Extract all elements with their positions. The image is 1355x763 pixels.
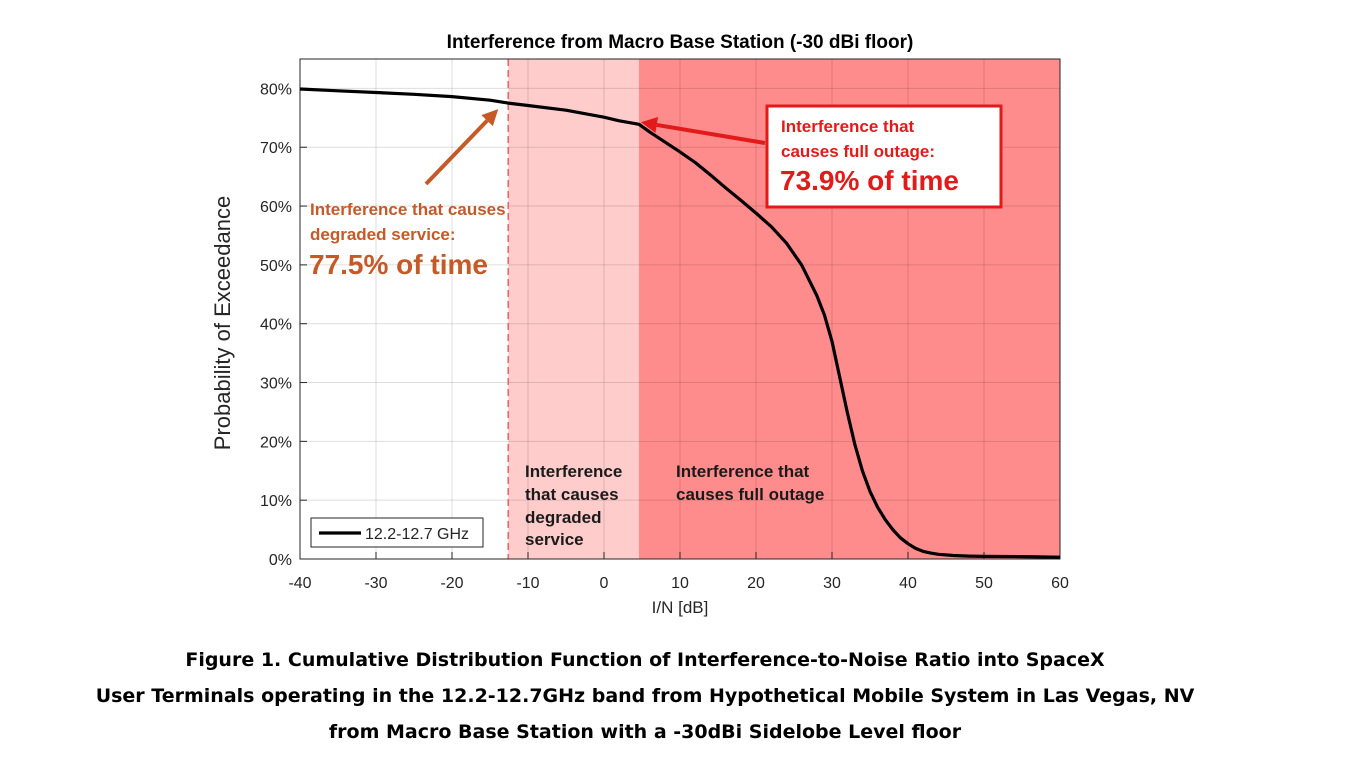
- caption-line-2: User Terminals operating in the 12.2-12.…: [95, 685, 1195, 707]
- x-tick-labels: -40 -30 -20 -10 0 10 20 30 40 50 60: [288, 552, 1069, 592]
- x-tick-label: 60: [1051, 575, 1069, 592]
- series-line-12-2-12-7-ghz: [299, 87, 1061, 559]
- annotation-outage-box: [765, 104, 1003, 209]
- x-tick-label: 40: [899, 575, 917, 592]
- y-tick-label: 0%: [269, 552, 292, 569]
- y-tick-label: 40%: [260, 317, 292, 334]
- legend-label: 12.2-12.7 GHz: [365, 526, 469, 543]
- y-tick-label: 10%: [260, 493, 292, 510]
- caption-line-1: Figure 1. Cumulative Distribution Functi…: [185, 649, 1105, 671]
- annotation-outage-value: 73.9% of time: [780, 165, 959, 196]
- annotation-outage-line1: Interference that: [781, 117, 915, 136]
- region-degraded: [508, 59, 639, 559]
- y-tick-label: 50%: [260, 258, 292, 275]
- region-label-degraded-1: Interference: [525, 462, 622, 481]
- annotation-degraded-arrow: [424, 109, 499, 186]
- region-labels: Interference that causes degraded servic…: [525, 462, 824, 549]
- arrow-shaft: [656, 122, 766, 145]
- figure-caption: Figure 1. Cumulative Distribution Functi…: [0, 642, 1290, 750]
- y-tick-label: 70%: [260, 140, 292, 157]
- x-tick-label: -30: [364, 575, 387, 592]
- region-label-degraded-2: that causes: [525, 485, 619, 504]
- region-label-outage-1: Interference that: [676, 462, 810, 481]
- y-tick-labels: 0% 10% 20% 30% 40% 50% 60% 70% 80%: [260, 81, 307, 569]
- x-tick-label: 50: [975, 575, 993, 592]
- x-tick-label: 0: [600, 575, 609, 592]
- y-tick-label: 80%: [260, 81, 292, 98]
- region-label-outage-2: causes full outage: [676, 485, 824, 504]
- annotation-degraded-line1: Interference that causes: [310, 200, 506, 219]
- annotation-degraded-value: 77.5% of time: [309, 249, 488, 280]
- region-label-degraded-3: degraded: [525, 508, 602, 527]
- x-tick-label: 30: [823, 575, 841, 592]
- arrow-shaft: [424, 119, 489, 186]
- annotation-outage-arrow: [640, 117, 766, 145]
- arrow-head: [481, 109, 499, 127]
- y-tick-label: 60%: [260, 199, 292, 216]
- caption-line-3: from Macro Base Station with a -30dBi Si…: [328, 721, 962, 743]
- annotation-outage: Interference that causes full outage: 73…: [780, 117, 959, 196]
- annotation-degraded-line2: degraded service:: [310, 225, 456, 244]
- annotation-outage-line2: causes full outage:: [781, 142, 935, 161]
- region-label-degraded-4: service: [525, 530, 584, 549]
- x-tick-label: -10: [516, 575, 539, 592]
- x-tick-label: 20: [747, 575, 765, 592]
- chart-title: Interference from Macro Base Station (-3…: [447, 32, 914, 53]
- legend: 12.2-12.7 GHz: [310, 517, 484, 548]
- chart: -40 -30 -20 -10 0 10 20 30 40 50 60 0% 10% 20% 30% 40%…: [210, 32, 1069, 617]
- x-tick-label: -40: [288, 575, 311, 592]
- x-axis-label: I/N [dB]: [652, 598, 709, 617]
- y-axis-label: Probability of Exceedance: [210, 196, 235, 450]
- arrow-head: [640, 117, 659, 133]
- y-tick-label: 20%: [260, 434, 292, 451]
- annotation-degraded: Interference that causes degraded servic…: [309, 200, 506, 280]
- x-tick-label: 10: [671, 575, 689, 592]
- x-tick-label: -20: [440, 575, 463, 592]
- y-tick-label: 30%: [260, 376, 292, 393]
